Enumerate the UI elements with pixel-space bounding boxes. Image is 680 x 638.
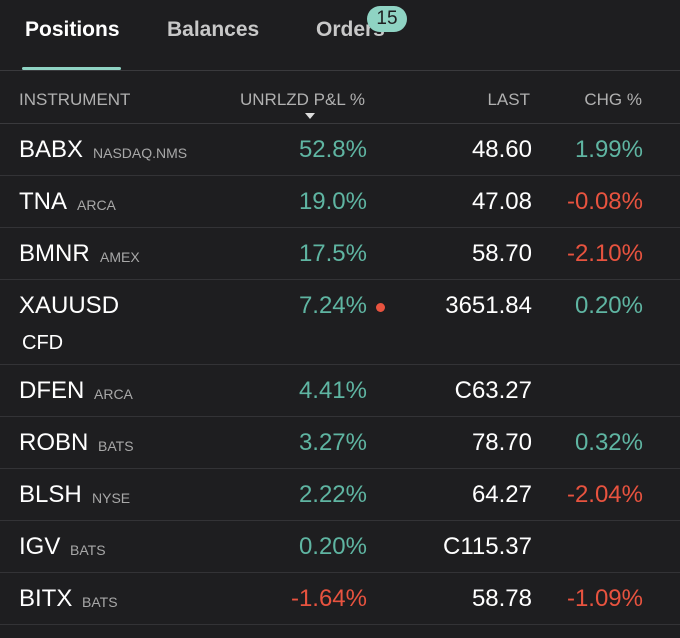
table-row[interactable] — [0, 124, 680, 176]
badge: 15 — [367, 6, 407, 32]
change: 1.99% — [574, 136, 643, 163]
last-price: 58.70 — [471, 240, 532, 267]
last-price: C63.27 — [454, 377, 532, 404]
tab[interactable]: Positions — [25, 18, 120, 41]
last-price: C115.37 — [443, 533, 532, 560]
symbol: BLSH — [19, 481, 82, 508]
divider — [0, 70, 680, 71]
sort-arrow — [305, 113, 315, 119]
symbol: IGV — [19, 533, 61, 560]
table-row[interactable] — [0, 176, 680, 228]
table-row[interactable] — [0, 365, 680, 417]
symbol: XAUUSD — [19, 292, 120, 319]
pnl: 3.27% — [298, 429, 367, 456]
alert-dot — [376, 303, 385, 312]
exchange: BATS — [98, 438, 134, 454]
pnl: 2.22% — [298, 481, 367, 508]
column-header[interactable]: CHG % — [584, 90, 642, 109]
last-price: 3651.84 — [445, 292, 532, 319]
last-price: 58.78 — [471, 585, 532, 612]
pnl: -1.64% — [290, 585, 367, 612]
change: 0.32% — [574, 429, 643, 456]
exchange: BATS — [70, 542, 106, 558]
change: -2.10% — [566, 240, 643, 267]
table-row[interactable] — [0, 469, 680, 521]
pnl: 19.0% — [298, 188, 367, 215]
table-row[interactable] — [0, 417, 680, 469]
change: -1.09% — [566, 585, 643, 612]
table-row[interactable] — [0, 573, 680, 625]
change: 0.20% — [574, 292, 643, 319]
table-row[interactable] — [0, 280, 680, 365]
pnl: 0.20% — [298, 533, 367, 560]
symbol: TNA — [19, 188, 67, 215]
last-price: 64.27 — [471, 481, 532, 508]
exchange: NASDAQ.NMS — [93, 145, 188, 161]
symbol: BABX — [19, 136, 84, 163]
exchange: ARCA — [94, 386, 133, 402]
change: -2.04% — [566, 481, 643, 508]
symbol: BITX — [19, 585, 73, 612]
tab[interactable]: Balances — [167, 18, 260, 41]
exchange: CFD — [22, 332, 64, 354]
change: -0.08% — [566, 188, 643, 215]
divider — [0, 123, 680, 124]
last-price: 78.70 — [471, 429, 532, 456]
exchange: NYSE — [92, 490, 131, 506]
pnl: 7.24% — [298, 292, 367, 319]
column-header[interactable]: UNRLZD P&L % — [239, 90, 365, 109]
symbol: BMNR — [19, 240, 90, 267]
table-row[interactable] — [0, 228, 680, 280]
pnl: 52.8% — [298, 136, 367, 163]
table-row[interactable] — [0, 521, 680, 573]
column-header[interactable]: INSTRUMENT — [19, 90, 131, 109]
symbol: ROBN — [19, 429, 89, 456]
symbol: DFEN — [19, 377, 85, 404]
exchange: ARCA — [77, 197, 116, 213]
column-header[interactable]: LAST — [487, 90, 530, 109]
exchange: BATS — [82, 594, 118, 610]
pnl: 17.5% — [298, 240, 367, 267]
last-price: 48.60 — [471, 136, 532, 163]
exchange: AMEX — [100, 249, 140, 265]
tab-indicator — [22, 67, 121, 70]
pnl: 4.41% — [298, 377, 367, 404]
last-price: 47.08 — [471, 188, 532, 215]
